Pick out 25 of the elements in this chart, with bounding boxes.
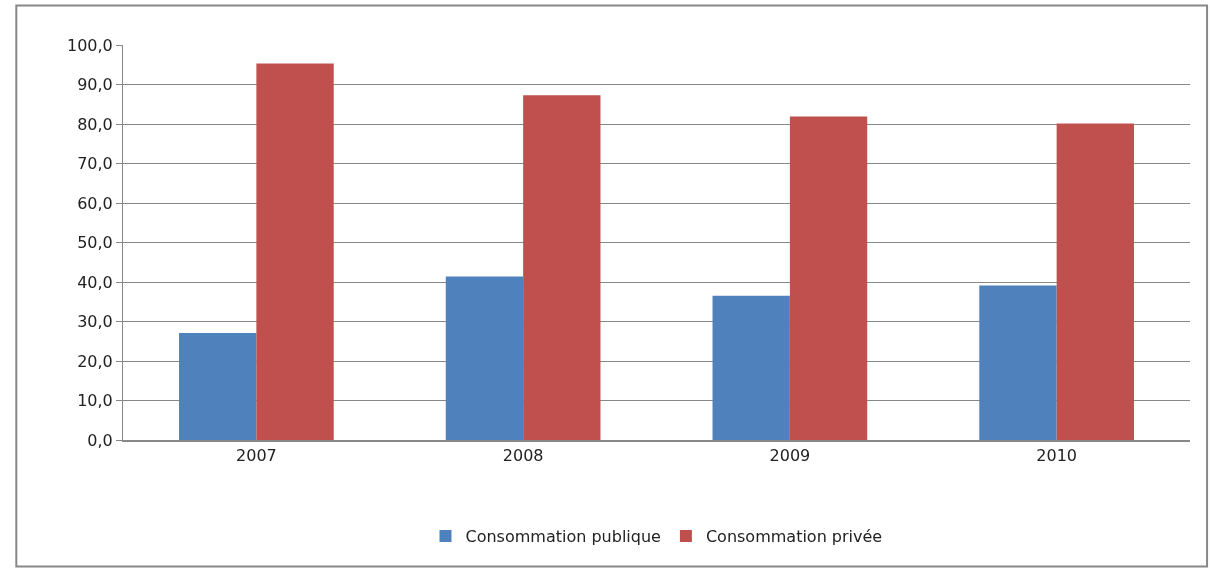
y-tick-label: 90,0 [77,75,113,95]
y-tick-label: 0,0 [87,430,113,450]
bar [523,95,601,440]
y-tick-label: 80,0 [77,114,113,134]
bar [445,276,524,440]
y-tick-label: 40,0 [77,272,113,292]
bar [256,63,334,440]
legend-label: Consommation privée [705,527,883,547]
y-tick-label: 60,0 [77,193,113,213]
legend-label: Consommation publique [465,527,661,547]
x-tick-label: 2008 [502,446,544,466]
y-tick-label: 100,0 [66,35,113,55]
x-tick-label: 2007 [236,446,277,466]
bar [789,116,868,440]
bar [712,295,790,440]
bar [179,332,257,440]
y-tick-label: 30,0 [77,312,113,332]
y-tick-label: 10,0 [77,391,113,411]
bar [979,285,1057,440]
bar [1056,123,1134,440]
y-tick-label: 20,0 [77,351,113,371]
y-tick-label: 50,0 [77,233,113,253]
y-tick-label: 70,0 [77,154,113,174]
x-tick-label: 2010 [1036,446,1077,466]
x-tick-label: 2009 [769,446,811,466]
